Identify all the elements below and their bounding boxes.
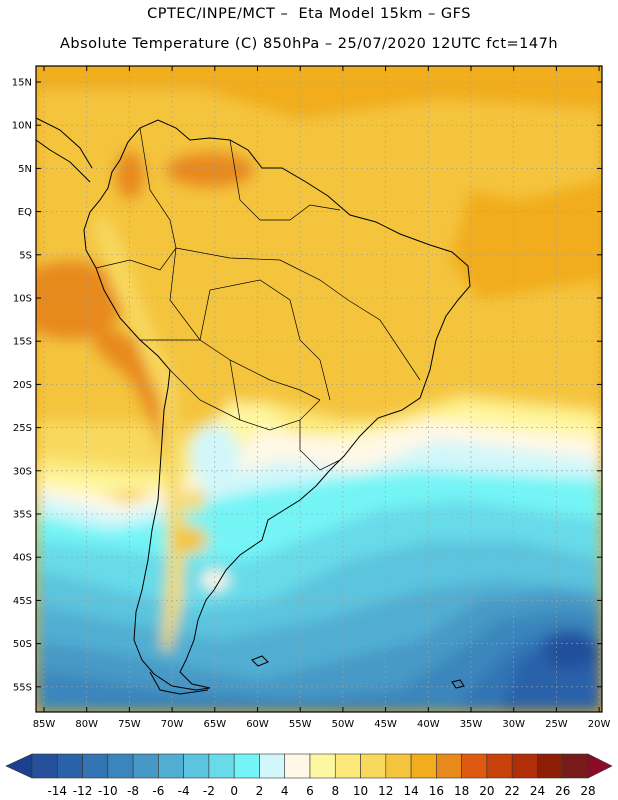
colorbar-cell [132,753,159,779]
lat-label: 10S [13,294,32,305]
colorbar-label: 26 [555,784,570,798]
colorbar-label: -8 [127,784,139,798]
lat-label: 55S [13,682,32,693]
colorbar-label: -2 [203,784,215,798]
colorbar-cell [360,753,387,779]
title-line-1: CPTEC/INPE/MCT – Eta Model 15km – GFS [147,6,471,22]
colorbar-arrow-low [5,753,33,779]
colorbar-cell [410,753,437,779]
axis-ticks [36,66,602,712]
lon-label: 75W [118,719,141,730]
colorbar-cell [158,753,184,779]
lat-label: 40S [13,553,32,564]
colorbar-cell [537,753,564,779]
colorbar-label: 20 [479,784,494,798]
coastlines [35,117,471,695]
colorbar-label: 18 [454,784,469,798]
colorbar-label: -12 [73,784,93,798]
map-frame [35,65,603,713]
lon-label: 30W [502,719,525,730]
colorbar-label: 2 [256,784,264,798]
lat-label: 45S [13,596,32,607]
colorbar-label: 24 [530,784,545,798]
lon-label: 70W [161,719,184,730]
lat-label: 15S [13,337,32,348]
colorbar-label: 10 [353,784,368,798]
colorbar-cell [284,753,311,779]
colorbar-cell [31,753,58,779]
graticule [36,66,602,712]
colorbar-label: 22 [505,784,520,798]
colorbar-cell [309,753,336,779]
colorbar-cell [56,753,83,779]
colorbar-cell [334,753,361,779]
lat-label: 35S [13,510,32,521]
colorbar-label: 16 [429,784,444,798]
lon-label: 55W [289,719,312,730]
colorbar-label: 14 [403,784,418,798]
lat-label: 20S [13,380,32,391]
colorbar-cell [436,753,462,779]
colorbar-label: -14 [47,784,67,798]
colorbar-label: 28 [580,784,595,798]
colorbar-label: 0 [230,784,238,798]
colorbar-cell [486,753,513,779]
colorbar-cell [259,753,286,779]
lat-label: EQ [18,207,32,218]
colorbar [5,753,613,779]
title-line-2: Absolute Temperature (C) 850hPa – 25/07/… [59,36,559,52]
lat-label: 5S [19,250,32,261]
colorbar-cell [107,753,134,779]
colorbar-cell [208,753,235,779]
colorbar-label: -4 [178,784,190,798]
colorbar-label: -10 [98,784,118,798]
lon-label: 80W [75,719,98,730]
colorbar-cell [82,753,109,779]
colorbar-cell [562,753,589,779]
lat-label: 25S [13,423,32,434]
lon-label: 40W [417,719,440,730]
lat-label: 5N [18,164,32,175]
lon-label: 20W [588,719,611,730]
lon-label: 25W [545,719,568,730]
colorbar-label: 12 [378,784,393,798]
colorbar-cell [385,753,412,779]
colorbar-arrow-high [587,753,613,779]
lon-label: 45W [374,719,397,730]
colorbar-cell [461,753,488,779]
lat-label: 30S [13,466,32,477]
country-borders [95,127,421,471]
lon-label: 65W [203,719,226,730]
lon-label: 35W [460,719,483,730]
temperature-field [36,66,602,712]
lat-label: 10N [12,121,32,132]
lon-label: 60W [246,719,269,730]
colorbar-cell [511,753,538,779]
colorbar-label: 4 [281,784,289,798]
lat-label: 15N [12,78,32,89]
colorbar-label: 6 [306,784,314,798]
colorbar-cell [183,753,210,779]
colorbar-label: 8 [331,784,339,798]
lon-label: 50W [332,719,355,730]
colorbar-cell [233,753,260,779]
colorbar-label: -6 [152,784,164,798]
lat-label: 50S [13,639,32,650]
lon-label: 85W [33,719,56,730]
